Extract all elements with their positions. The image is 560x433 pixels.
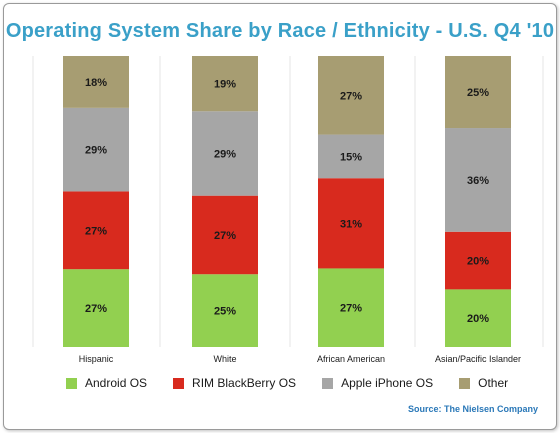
- data-label-2-1: 31%: [340, 218, 362, 230]
- data-label-3-0: 20%: [467, 313, 489, 325]
- legend-swatch-android: [66, 377, 77, 389]
- data-label-0-2: 29%: [85, 145, 107, 157]
- category-label-0: Hispanic: [79, 354, 114, 364]
- data-label-3-1: 20%: [467, 256, 489, 268]
- bar-segment-2-1: [318, 178, 384, 269]
- category-label-2: African American: [317, 354, 385, 364]
- data-label-0-0: 27%: [85, 303, 107, 315]
- legend-item-other: Other: [459, 376, 508, 390]
- bar-segment-1-2: [192, 111, 258, 196]
- legend-item-iphone: Apple iPhone OS: [322, 376, 433, 390]
- data-label-0-1: 27%: [85, 225, 107, 237]
- chart-title: Operating System Share by Race / Ethnici…: [5, 20, 555, 42]
- category-label-1: White: [213, 354, 236, 364]
- legend-label-iphone: Apple iPhone OS: [341, 376, 434, 390]
- legend-swatch-other: [459, 377, 471, 389]
- bar-segment-0-3: [63, 56, 129, 108]
- bar-segment-2-0: [318, 268, 384, 347]
- bar-segment-3-0: [445, 289, 511, 347]
- legend-swatch-iphone: [322, 377, 334, 389]
- data-label-3-2: 36%: [467, 175, 489, 187]
- data-label-2-3: 27%: [340, 90, 362, 102]
- bar-segment-3-2: [445, 128, 511, 232]
- data-label-3-3: 25%: [467, 87, 489, 99]
- legend-swatch-blackberry: [173, 377, 185, 389]
- bar-segment-3-1: [445, 231, 511, 290]
- bar-segment-2-3: [318, 56, 384, 135]
- bar-segment-2-2: [318, 134, 384, 179]
- legend-label-android: Android OS: [85, 376, 148, 390]
- legend-item-blackberry: RIM BlackBerry OS: [173, 376, 296, 390]
- bar-segment-1-3: [192, 56, 258, 112]
- category-label-3: Asian/Pacific Islander: [435, 354, 521, 364]
- legend-label-other: Other: [478, 376, 509, 390]
- bar-segment-1-0: [192, 274, 258, 347]
- legend-label-blackberry: RIM BlackBerry OS: [192, 376, 297, 390]
- data-label-0-3: 18%: [85, 77, 107, 89]
- data-label-1-2: 29%: [214, 148, 236, 160]
- data-label-2-2: 15%: [340, 151, 362, 163]
- bar-segment-1-1: [192, 195, 258, 275]
- bar-segment-3-3: [445, 56, 511, 129]
- data-label-1-0: 25%: [214, 306, 236, 318]
- data-label-2-0: 27%: [340, 303, 362, 315]
- legend: Android OS RIM BlackBerry OS Apple iPhon…: [66, 376, 534, 390]
- bar-segment-0-2: [63, 107, 129, 192]
- bar-segment-0-1: [63, 191, 129, 270]
- source-note: Source: The Nielsen Company: [407, 404, 538, 414]
- data-label-1-1: 27%: [214, 230, 236, 242]
- legend-item-android: Android OS: [66, 376, 147, 390]
- data-label-1-3: 19%: [214, 79, 236, 91]
- bar-segment-0-0: [63, 269, 129, 347]
